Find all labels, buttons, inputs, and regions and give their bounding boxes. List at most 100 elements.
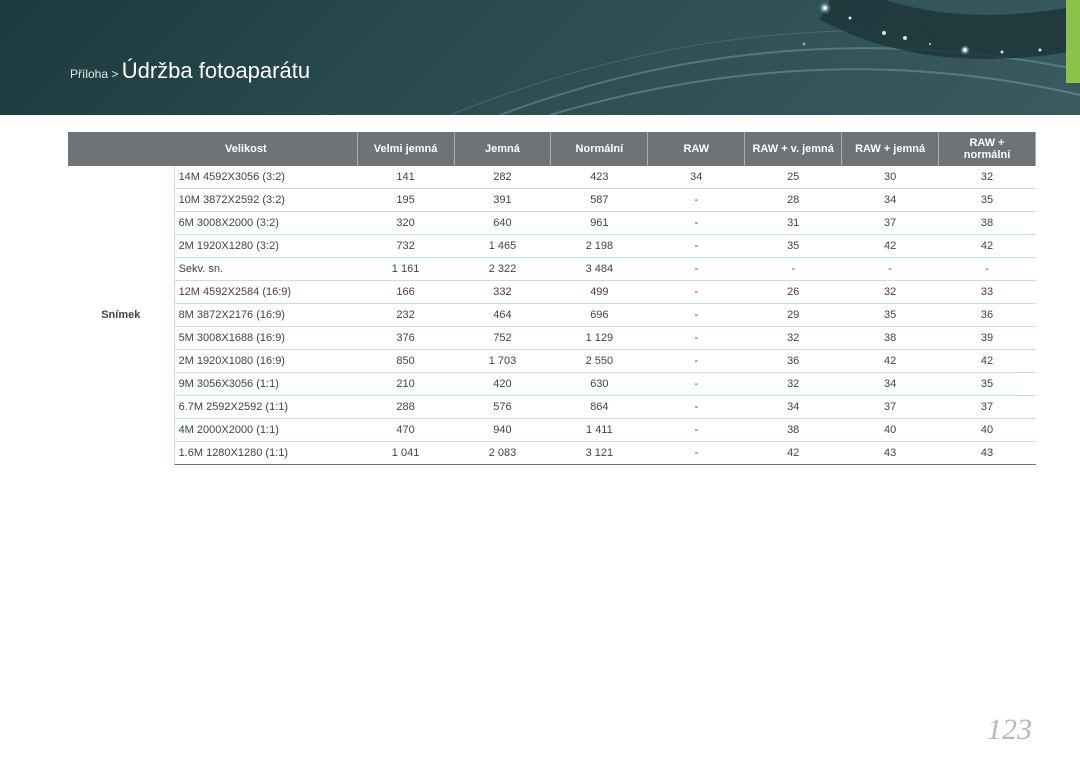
table-cell: 38 xyxy=(745,419,842,442)
table-cell: 864 xyxy=(551,396,648,419)
table-cell: 195 xyxy=(357,189,454,212)
table-cell: 1.6M 1280X1280 (1:1) xyxy=(174,442,357,465)
side-accent-tab xyxy=(1066,0,1080,83)
table-cell: 940 xyxy=(454,419,551,442)
col-header: RAW xyxy=(648,132,745,166)
table-cell: 35 xyxy=(939,189,1036,212)
table-cell: 1 703 xyxy=(454,350,551,373)
table-row: 9M 3056X3056 (1:1)210420630-323435 xyxy=(68,373,1036,396)
table-cell: 42 xyxy=(842,235,939,258)
table-cell: 34 xyxy=(842,373,939,396)
table-cell: - xyxy=(648,235,745,258)
table-cell: 210 xyxy=(357,373,454,396)
table-cell: 31 xyxy=(745,212,842,235)
table-cell: 35 xyxy=(842,304,939,327)
table-cell: 1 465 xyxy=(454,235,551,258)
table-row: Snímek14M 4592X3056 (3:2)141282423342530… xyxy=(68,166,1036,189)
col-header: RAW + v. jemná xyxy=(745,132,842,166)
table-cell: 4M 2000X2000 (1:1) xyxy=(174,419,357,442)
table-cell: 376 xyxy=(357,327,454,350)
table-cell: - xyxy=(648,189,745,212)
table-cell: 32 xyxy=(939,166,1036,189)
table-cell: - xyxy=(939,258,1036,281)
table-cell: 42 xyxy=(939,350,1036,373)
capacity-table-wrapper: Velikost Velmi jemná Jemná Normální RAW … xyxy=(68,132,1036,465)
table-row: Sekv. sn.1 1612 3223 484---- xyxy=(68,258,1036,281)
page-number: 123 xyxy=(987,713,1032,747)
table-cell: 2 198 xyxy=(551,235,648,258)
capacity-table: Velikost Velmi jemná Jemná Normální RAW … xyxy=(68,132,1036,465)
table-cell: 34 xyxy=(648,166,745,189)
table-cell: 1 411 xyxy=(551,419,648,442)
table-cell: 10M 3872X2592 (3:2) xyxy=(174,189,357,212)
table-cell: - xyxy=(648,258,745,281)
col-header: Jemná xyxy=(454,132,551,166)
breadcrumb-prefix: Příloha > xyxy=(70,67,118,81)
table-cell: Sekv. sn. xyxy=(174,258,357,281)
table-cell: 752 xyxy=(454,327,551,350)
table-cell: - xyxy=(648,350,745,373)
table-cell: 696 xyxy=(551,304,648,327)
table-cell: - xyxy=(648,419,745,442)
table-cell: 28 xyxy=(745,189,842,212)
table-cell: 5M 3008X1688 (16:9) xyxy=(174,327,357,350)
table-cell: 42 xyxy=(842,350,939,373)
table-cell: - xyxy=(648,327,745,350)
table-cell: 32 xyxy=(745,373,842,396)
table-row: 2M 1920X1080 (16:9)8501 7032 550-364242 xyxy=(68,350,1036,373)
table-cell: 26 xyxy=(745,281,842,304)
table-cell: 850 xyxy=(357,350,454,373)
table-cell: 423 xyxy=(551,166,648,189)
table-cell: 2 550 xyxy=(551,350,648,373)
table-cell: 1 129 xyxy=(551,327,648,350)
table-row: 10M 3872X2592 (3:2)195391587-283435 xyxy=(68,189,1036,212)
table-cell: 961 xyxy=(551,212,648,235)
table-cell: 464 xyxy=(454,304,551,327)
table-cell: 587 xyxy=(551,189,648,212)
table-cell: 43 xyxy=(842,442,939,465)
table-cell: 29 xyxy=(745,304,842,327)
table-cell: 2 083 xyxy=(454,442,551,465)
table-cell: - xyxy=(648,281,745,304)
table-cell: 38 xyxy=(842,327,939,350)
table-cell: 25 xyxy=(745,166,842,189)
col-header: Velmi jemná xyxy=(357,132,454,166)
table-cell: 39 xyxy=(939,327,1036,350)
table-cell: 3 121 xyxy=(551,442,648,465)
table-body: Snímek14M 4592X3056 (3:2)141282423342530… xyxy=(68,166,1036,465)
table-cell: 141 xyxy=(357,166,454,189)
table-cell: 33 xyxy=(939,281,1036,304)
table-cell: 36 xyxy=(745,350,842,373)
table-cell: 37 xyxy=(842,396,939,419)
table-row: 2M 1920X1280 (3:2)7321 4652 198-354242 xyxy=(68,235,1036,258)
table-cell: - xyxy=(648,373,745,396)
table-cell: 14M 4592X3056 (3:2) xyxy=(174,166,357,189)
table-row: 1.6M 1280X1280 (1:1)1 0412 0833 121-4243… xyxy=(68,442,1036,465)
table-cell: - xyxy=(842,258,939,281)
table-cell: 1 041 xyxy=(357,442,454,465)
table-cell: 35 xyxy=(939,373,1036,396)
table-cell: - xyxy=(745,258,842,281)
table-cell: 34 xyxy=(842,189,939,212)
table-cell: 166 xyxy=(357,281,454,304)
table-cell: 3 484 xyxy=(551,258,648,281)
table-cell: 640 xyxy=(454,212,551,235)
table-cell: 576 xyxy=(454,396,551,419)
page-title: Údržba fotoaparátu xyxy=(122,58,310,83)
table-cell: 40 xyxy=(842,419,939,442)
table-cell: 40 xyxy=(939,419,1036,442)
col-header: Normální xyxy=(551,132,648,166)
table-cell: - xyxy=(648,442,745,465)
table-cell: 32 xyxy=(842,281,939,304)
table-cell: 36 xyxy=(939,304,1036,327)
table-cell: 1 161 xyxy=(357,258,454,281)
table-cell: 42 xyxy=(939,235,1036,258)
table-cell: 38 xyxy=(939,212,1036,235)
table-cell: - xyxy=(648,212,745,235)
table-row: 8M 3872X2176 (16:9)232464696-293536 xyxy=(68,304,1036,327)
col-header: Velikost xyxy=(68,132,357,166)
table-cell: 37 xyxy=(842,212,939,235)
table-cell: 35 xyxy=(745,235,842,258)
table-cell: 470 xyxy=(357,419,454,442)
table-cell: 2M 1920X1080 (16:9) xyxy=(174,350,357,373)
